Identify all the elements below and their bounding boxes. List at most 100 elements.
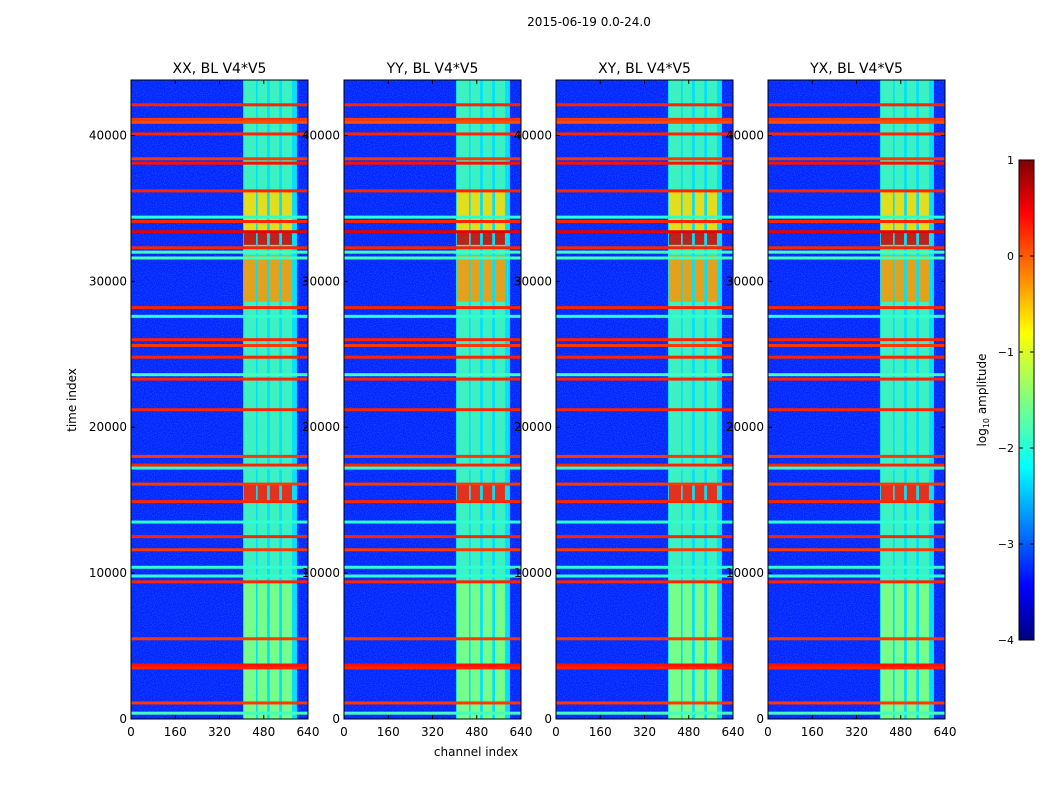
flagged-row xyxy=(556,463,733,467)
flagged-row xyxy=(768,565,945,569)
saturated-block xyxy=(470,190,481,232)
flagged-row xyxy=(344,482,521,486)
saturated-block xyxy=(470,581,481,719)
saturated-block xyxy=(269,190,280,232)
flagged-row xyxy=(556,230,733,234)
saturated-block xyxy=(495,255,505,302)
flagged-row xyxy=(556,344,733,348)
rfi-stripe xyxy=(269,80,280,719)
saturated-block xyxy=(880,581,894,719)
flagged-row xyxy=(768,701,945,705)
flagged-row xyxy=(344,256,521,260)
rfi-stripe xyxy=(919,80,929,719)
flagged-row xyxy=(344,117,521,121)
flagged-row xyxy=(344,338,521,342)
saturated-block xyxy=(269,581,280,719)
flagged-row xyxy=(131,314,308,318)
rfi-stripe xyxy=(894,80,905,719)
panel-4: YX, BL V4*V5 0 160 320 480 640 0 10000 20000 3000… xyxy=(726,61,957,739)
saturated-block xyxy=(269,484,280,501)
flagged-row xyxy=(344,701,521,705)
y-tick-label: 40000 xyxy=(89,128,127,142)
saturated-block xyxy=(894,581,905,719)
flagged-row xyxy=(556,548,733,552)
flagged-row xyxy=(131,373,308,377)
panel-title: XX, BL V4*V5 xyxy=(173,61,267,77)
y-tick-label: 40000 xyxy=(514,128,552,142)
flagged-row xyxy=(556,482,733,486)
flagged-row xyxy=(131,306,308,310)
y-tick-label: 0 xyxy=(119,712,127,726)
flagged-row xyxy=(344,535,521,539)
rfi-stripe xyxy=(282,80,292,719)
flagged-row xyxy=(556,103,733,107)
saturated-block xyxy=(919,581,929,719)
flagged-row xyxy=(344,189,521,193)
flagged-row xyxy=(556,306,733,310)
y-axis-label: time index xyxy=(65,368,79,432)
flagged-row xyxy=(344,574,521,578)
saturated-block xyxy=(682,581,693,719)
flagged-row xyxy=(556,574,733,578)
flagged-row xyxy=(768,520,945,524)
flagged-row xyxy=(344,663,521,667)
flagged-row xyxy=(768,344,945,348)
flagged-row xyxy=(131,548,308,552)
heatmap-image xyxy=(344,80,521,719)
saturated-block xyxy=(894,255,905,302)
x-tick-label: 320 xyxy=(845,725,868,739)
colorbar-tick-label: −4 xyxy=(998,634,1014,647)
x-tick-label: 640 xyxy=(722,725,745,739)
flagged-row xyxy=(344,466,521,470)
flagged-row xyxy=(556,215,733,219)
flagged-row xyxy=(131,637,308,641)
saturated-block xyxy=(668,190,682,232)
flagged-row xyxy=(131,666,308,670)
saturated-block xyxy=(919,255,929,302)
colorbar-label: log10 amplitude xyxy=(975,354,991,447)
flagged-row xyxy=(131,246,308,250)
flagged-row xyxy=(131,535,308,539)
rfi-stripe xyxy=(707,80,717,719)
flagged-row xyxy=(344,344,521,348)
heatmap-image xyxy=(131,80,308,719)
rfi-stripe xyxy=(682,80,693,719)
x-tick-label: 480 xyxy=(677,725,700,739)
flagged-row xyxy=(556,520,733,524)
flagged-row xyxy=(556,408,733,412)
saturated-block xyxy=(682,484,693,501)
flagged-row xyxy=(556,246,733,250)
y-tick-label: 30000 xyxy=(514,274,552,288)
saturated-block xyxy=(694,581,705,719)
x-tick-label: 160 xyxy=(589,725,612,739)
saturated-block xyxy=(243,581,257,719)
panel-title: YY, BL V4*V5 xyxy=(386,61,479,77)
flagged-row xyxy=(556,250,733,254)
saturated-block xyxy=(682,255,693,302)
x-tick-label: 640 xyxy=(934,725,957,739)
y-tick-label: 10000 xyxy=(89,566,127,580)
flagged-row xyxy=(556,373,733,377)
panel-1: XX, BL V4*V5 0 160 320 480 640 0 10000 20000 3000… xyxy=(89,61,320,739)
flagged-row xyxy=(344,215,521,219)
saturated-block xyxy=(482,190,493,232)
flagged-row xyxy=(344,161,521,165)
flagged-row xyxy=(344,500,521,504)
panel-2: YY, BL V4*V5 0 160 320 480 640 0 10000 20000 3000… xyxy=(302,61,533,739)
flagged-row xyxy=(768,120,945,124)
flagged-row xyxy=(768,256,945,260)
flagged-row xyxy=(344,548,521,552)
saturated-block xyxy=(482,581,493,719)
flagged-row xyxy=(344,408,521,412)
y-tick-label: 20000 xyxy=(514,420,552,434)
flagged-row xyxy=(768,463,945,467)
rfi-stripe xyxy=(470,80,481,719)
saturated-block xyxy=(880,255,894,302)
flagged-row xyxy=(131,230,308,234)
saturated-block xyxy=(668,255,682,302)
flagged-row xyxy=(556,500,733,504)
saturated-block xyxy=(906,581,917,719)
flagged-row xyxy=(768,355,945,359)
flagged-row xyxy=(344,120,521,124)
rfi-stripe xyxy=(906,80,917,719)
